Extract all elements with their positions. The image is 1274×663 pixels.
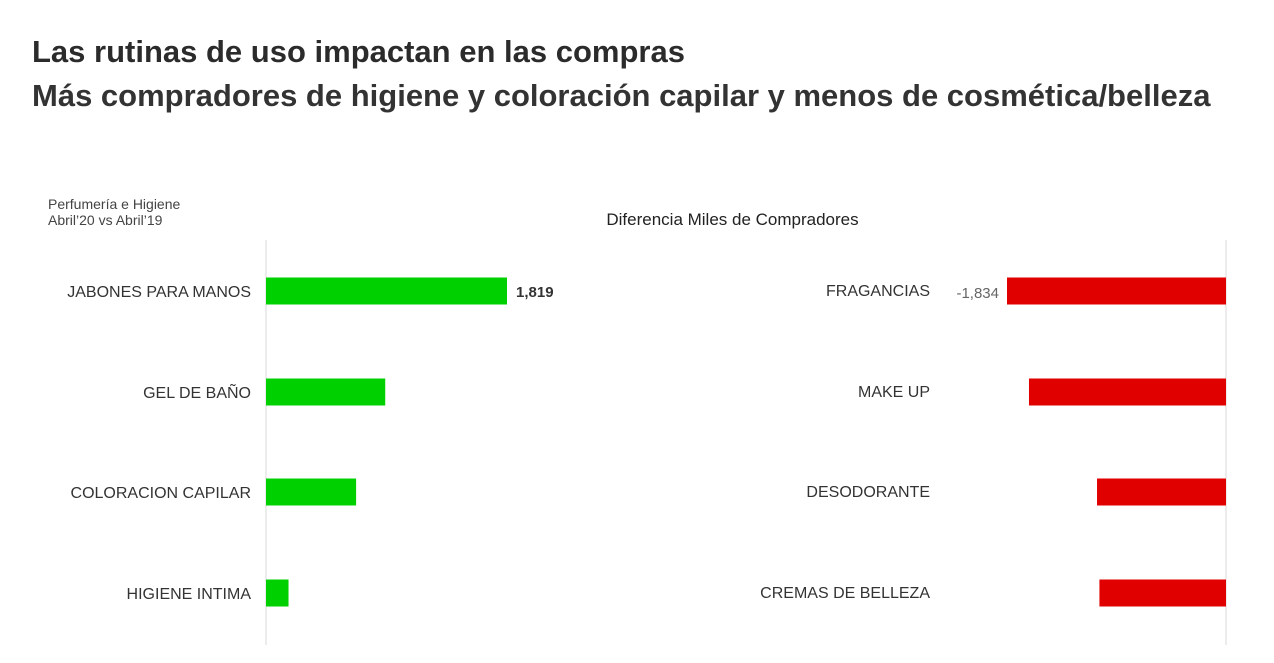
chart-axis-title: Diferencia Miles de Compradores xyxy=(606,210,859,229)
category-label-right-1: FRAGANCIAS xyxy=(826,283,930,300)
category-label-right-2: MAKE UP xyxy=(858,384,930,401)
bar-4-positive xyxy=(266,579,289,607)
note-line-1: Perfumería e Higiene xyxy=(48,196,181,212)
bar-1-negative xyxy=(1007,277,1226,305)
category-label-left-2: GEL DE BAÑO xyxy=(143,382,251,402)
note-line-2: Abril’20 vs Abril’19 xyxy=(48,212,163,228)
bar-3-negative xyxy=(1097,478,1226,506)
chart-subtitle: Más compradores de higiene y coloración … xyxy=(32,78,1211,113)
bar-3-positive xyxy=(266,478,357,506)
category-label-right-3: DESODORANTE xyxy=(806,484,930,501)
data-label-left-1: 1,819 xyxy=(516,284,554,301)
bar-4-negative xyxy=(1099,579,1226,607)
category-label-left-4: HIGIENE INTIMA xyxy=(127,586,252,603)
category-label-right-4: CREMAS DE BELLEZA xyxy=(760,585,930,602)
category-label-left-3: COLORACION CAPILAR xyxy=(71,485,251,502)
chart-title: Las rutinas de uso impactan en las compr… xyxy=(32,34,685,69)
bar-2-negative xyxy=(1028,378,1226,406)
chart-note: Perfumería e Higiene Abril’20 vs Abril’1… xyxy=(48,196,180,228)
bar-2-positive xyxy=(266,378,386,406)
data-label-right-1: -1,834 xyxy=(956,285,999,302)
bar-1-positive xyxy=(266,277,507,305)
category-label-left-1: JABONES PARA MANOS xyxy=(67,284,251,301)
